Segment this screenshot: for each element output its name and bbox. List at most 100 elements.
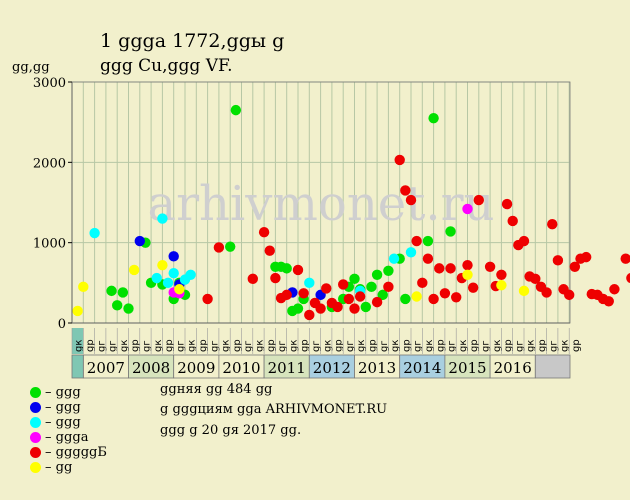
x-tick-label: ցг <box>345 340 356 352</box>
data-point <box>281 289 292 301</box>
data-point <box>230 104 242 116</box>
data-point <box>117 287 129 298</box>
data-point <box>422 253 434 264</box>
data-point <box>354 291 366 302</box>
data-point <box>496 269 507 280</box>
data-point <box>89 227 100 239</box>
data-point <box>394 154 405 166</box>
data-point <box>349 273 360 285</box>
x-tick-label: ցр <box>300 339 311 352</box>
legend-item: – ցցցa <box>30 430 88 445</box>
x-tick-label: ցк <box>492 340 503 352</box>
x-tick-label: ցр <box>232 339 243 352</box>
data-point <box>564 289 575 301</box>
year-label: 2015 <box>448 359 486 377</box>
x-tick-label: ցг <box>447 340 458 352</box>
data-point <box>417 277 428 289</box>
x-tick-label: ցг <box>413 340 424 352</box>
legend-label: – ցցց <box>45 400 81 415</box>
x-tick-label: ցг <box>379 340 390 352</box>
x-tick-label: ցк <box>119 340 130 352</box>
data-point <box>332 301 343 313</box>
watermark: arhivmonet.ru <box>147 176 494 232</box>
legend-label: – ցցցցցБ <box>45 445 107 460</box>
legend-label: – ցց <box>45 460 73 475</box>
x-tick-label: ցк <box>424 340 435 352</box>
data-point <box>434 263 445 274</box>
data-point <box>518 235 530 247</box>
x-tick-label: ցг <box>243 340 254 352</box>
data-point <box>569 261 581 272</box>
data-point <box>292 303 304 314</box>
data-point <box>371 296 383 308</box>
data-point <box>174 284 185 295</box>
data-point <box>281 263 292 274</box>
year-label: 2016 <box>494 359 532 377</box>
x-start-cell <box>72 328 84 354</box>
x-tick-label: ցк <box>458 340 469 352</box>
data-point <box>343 293 355 305</box>
year-label: 2012 <box>313 359 351 377</box>
legend-dot-icon <box>30 432 41 443</box>
legend-dot-icon <box>30 417 41 428</box>
data-point <box>185 269 196 280</box>
data-point <box>411 291 422 302</box>
data-point <box>321 283 332 294</box>
data-point <box>603 296 614 307</box>
year-label: 2010 <box>222 359 260 377</box>
x-tick-label: ցр <box>266 339 277 352</box>
legend-dot-icon <box>30 402 41 413</box>
data-point <box>445 226 456 237</box>
x-tick-label: ցр <box>85 339 96 352</box>
data-point <box>405 194 417 206</box>
x-tick-label: ցр <box>334 339 345 352</box>
data-point <box>580 251 592 263</box>
info-line-2: ց ցցցциям ցցa ARHIVMONET.RU <box>160 402 388 417</box>
x-tick-label: ցк <box>187 340 198 352</box>
data-point <box>123 303 134 314</box>
legend-item: – ցցց <box>30 415 81 430</box>
chart-subtitle: ցցց Cu,ցցց VF. <box>100 56 233 76</box>
data-point <box>270 272 281 284</box>
data-point <box>360 301 371 313</box>
data-point <box>400 293 411 305</box>
plot-frame <box>71 81 571 324</box>
data-point <box>371 269 383 280</box>
x-tick-label: ցр <box>503 339 514 352</box>
x-tick-label: ցр <box>537 339 548 352</box>
year-label: 2011 <box>268 359 306 377</box>
x-tick-label: ցр <box>469 339 480 352</box>
year-label: 2013 <box>358 359 396 377</box>
legend-dot-icon <box>30 462 41 473</box>
year-end-cell <box>534 354 571 379</box>
x-tick-label: ցр <box>130 339 141 352</box>
data-point <box>462 269 473 280</box>
x-tick-label: ցк <box>526 340 537 352</box>
data-point <box>151 272 162 284</box>
data-point <box>258 227 270 238</box>
data-point <box>383 281 394 293</box>
data-point <box>507 215 518 227</box>
year-label: 2008 <box>132 359 170 377</box>
data-point <box>530 273 541 285</box>
data-point <box>112 300 123 311</box>
data-point <box>411 235 422 247</box>
x-tick-label: ցк <box>221 340 232 352</box>
year-label: 2007 <box>87 359 125 377</box>
data-point <box>518 285 530 297</box>
x-tick-label: ցр <box>198 339 209 352</box>
legend-label: – ցցց <box>45 385 81 400</box>
x-tick-label: ցр <box>435 339 446 352</box>
data-point <box>366 281 377 293</box>
chart-title: 1 ցցցa 1772,ցցы ց <box>100 30 285 52</box>
data-point <box>451 292 462 303</box>
legend-item: – ցցց <box>30 385 81 400</box>
data-point <box>626 272 630 284</box>
data-point <box>428 293 439 305</box>
data-point <box>157 259 168 271</box>
data-point <box>168 251 179 262</box>
x-tick-label: ցг <box>514 340 525 352</box>
data-point <box>439 288 451 299</box>
x-tick-label: ցг <box>175 340 186 352</box>
